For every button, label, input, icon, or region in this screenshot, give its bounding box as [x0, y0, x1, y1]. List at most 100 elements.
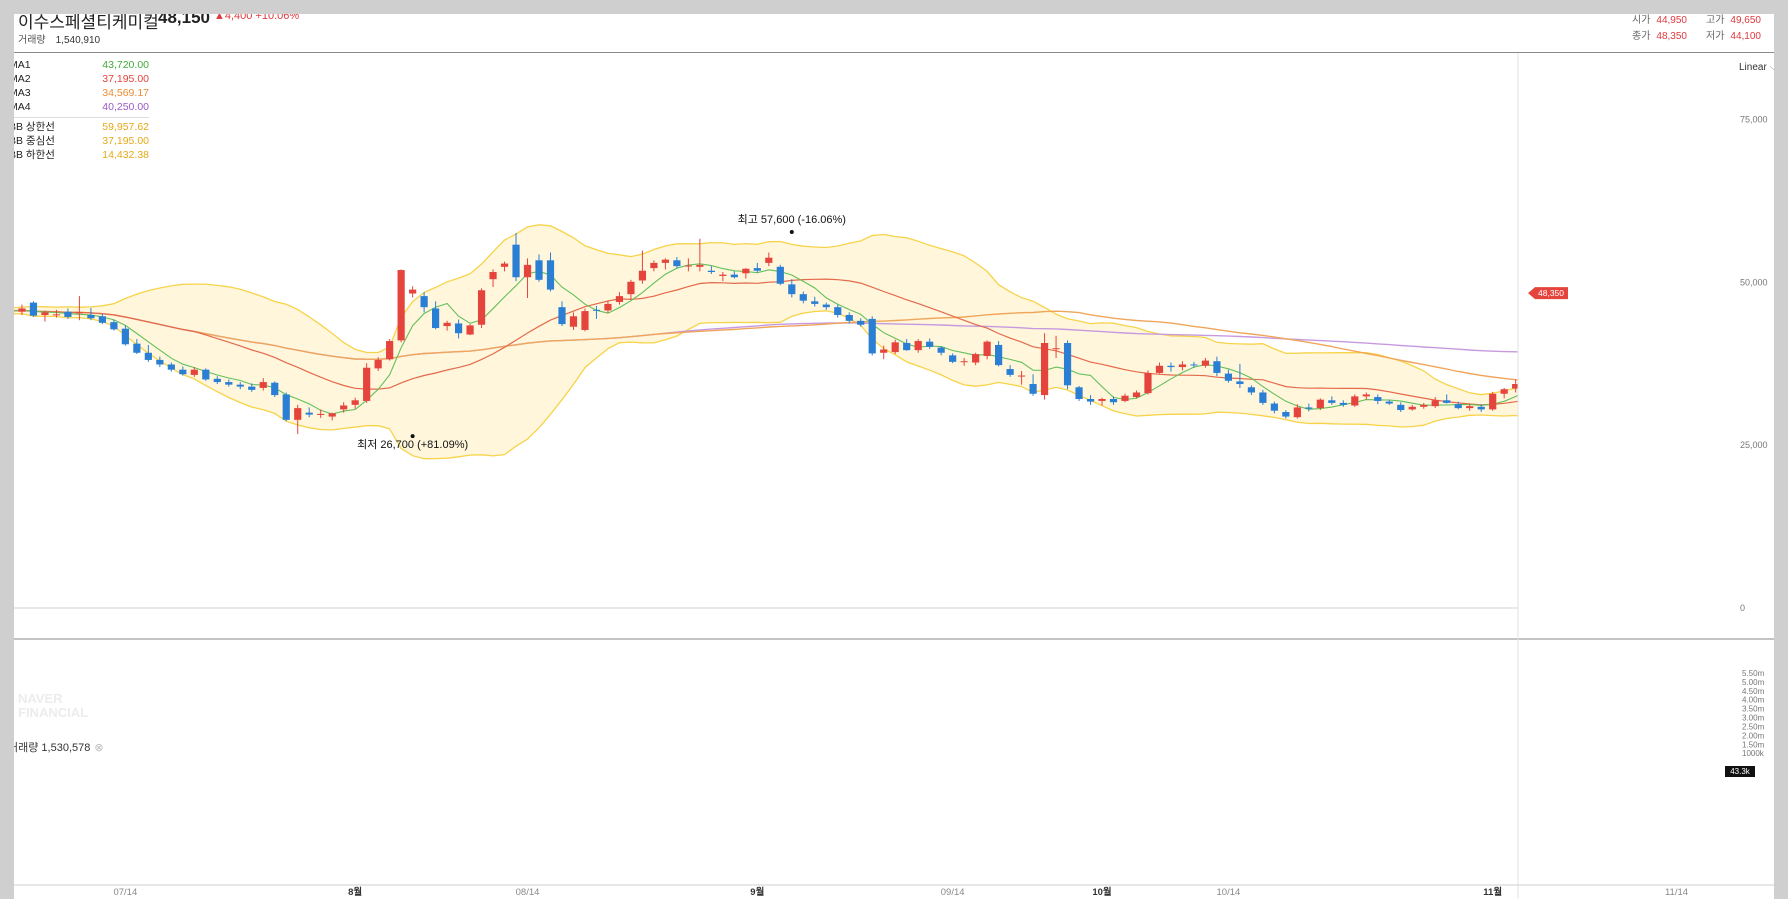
volume-bar: [179, 768, 187, 771]
volume-tick-label: 2.00m: [1742, 731, 1765, 740]
volume-bar: [650, 748, 658, 771]
candle: [1063, 342, 1072, 386]
candle: [1029, 384, 1037, 394]
volume-bar: [1454, 764, 1462, 771]
candle: [363, 367, 371, 401]
candle: [788, 284, 796, 295]
candle: [190, 369, 198, 375]
scale-toggle-button[interactable]: Linear ⌵: [1739, 62, 1774, 73]
candle: [650, 262, 658, 269]
volume-bar: [1167, 765, 1175, 771]
volume-bar: [639, 751, 647, 771]
volume-bar: [524, 751, 532, 771]
volume-badge: [1725, 766, 1755, 777]
volume-bar: [547, 678, 555, 771]
volume-bar: [731, 729, 739, 771]
volume-bar: [880, 760, 888, 771]
volume-bar: [960, 764, 968, 771]
candle: [1397, 404, 1405, 411]
candle: [1454, 404, 1462, 409]
volume-bar: [1098, 766, 1106, 771]
price-tick-label: 50,000: [1740, 277, 1768, 287]
volume-bar: [845, 746, 853, 771]
candle: [1017, 375, 1026, 377]
volume-bar: [110, 764, 118, 771]
volume-bar: [558, 724, 566, 771]
volume-bar: [432, 751, 440, 771]
candle: [374, 359, 382, 369]
volume-bar: [696, 761, 704, 771]
candle: [1362, 394, 1370, 397]
volume-bar: [466, 701, 474, 771]
candle: [236, 384, 244, 387]
candle: [409, 289, 417, 294]
volume-bar: [1064, 765, 1072, 771]
volume-bar: [1305, 766, 1313, 771]
candle: [454, 323, 463, 334]
volume-bar: [53, 769, 61, 771]
volume-bar: [719, 764, 727, 771]
volume-bar: [1202, 765, 1210, 771]
volume-bar: [1110, 758, 1118, 771]
candle: [949, 355, 957, 362]
volume-tick-label: 1.50m: [1742, 740, 1765, 749]
volume-bar: [202, 768, 210, 771]
candle: [271, 382, 279, 396]
legend-ma2[interactable]: MA237,195.00: [14, 73, 149, 85]
stock-chart[interactable]: 최고 57,600 (-16.06%) 최저 26,700 (+81.09%) 0 2…: [14, 14, 1774, 899]
ohlc-high: 고가 49,650: [1706, 15, 1761, 26]
candle: [282, 394, 290, 420]
volume-bar: [891, 761, 899, 771]
volume-bar: [1087, 766, 1095, 771]
legend-ma4[interactable]: MA440,250.00: [14, 101, 149, 113]
candle: [420, 296, 428, 308]
volume-bar: [386, 732, 394, 771]
candle: [110, 322, 118, 330]
volume-bar: [811, 762, 819, 771]
candle: [1132, 392, 1141, 398]
volume-header-label: 거래량 1,530,578: [14, 742, 91, 754]
volume-bar: [822, 760, 830, 771]
candle: [673, 260, 681, 267]
legend-ma3[interactable]: MA334,569.17: [14, 87, 149, 99]
volume-bar: [259, 768, 267, 771]
candle: [983, 341, 991, 357]
volume-bar: [409, 692, 417, 771]
chevron-down-icon: ⌵: [1769, 62, 1774, 73]
price-change: ▲4,400 +10.06%: [214, 14, 300, 22]
candle: [87, 314, 95, 319]
volume-bar: [294, 755, 302, 771]
candle: [500, 263, 509, 267]
volume-bar: [926, 763, 934, 771]
time-tick-label: 11/14: [1665, 887, 1688, 898]
ohlc-low: 저가 44,100: [1706, 31, 1761, 42]
candle: [41, 312, 49, 315]
legend-ma1[interactable]: MA143,720.00: [14, 59, 149, 71]
candle: [558, 307, 566, 325]
volume-bar: [570, 746, 578, 771]
candle: [834, 307, 842, 315]
volume-bar: [30, 768, 38, 771]
close-icon[interactable]: ⊗: [94, 742, 104, 754]
current-price: 48,150: [158, 14, 210, 27]
volume-bar: [1420, 764, 1428, 771]
candle: [386, 341, 394, 360]
candle: [1155, 365, 1164, 373]
candle: [1351, 396, 1359, 406]
candle: [857, 320, 865, 325]
volume-bar: [1271, 766, 1279, 771]
candle: [121, 328, 129, 345]
volume-bar: [1477, 766, 1485, 771]
candle: [202, 369, 210, 380]
candle: [1305, 407, 1313, 409]
volume-bar: [225, 769, 233, 771]
volume-bar: [282, 763, 290, 771]
volume-bar: [1041, 764, 1049, 771]
candle: [1040, 342, 1049, 396]
candle: [903, 342, 911, 351]
candle: [926, 341, 934, 347]
volume-bar: [799, 752, 807, 771]
